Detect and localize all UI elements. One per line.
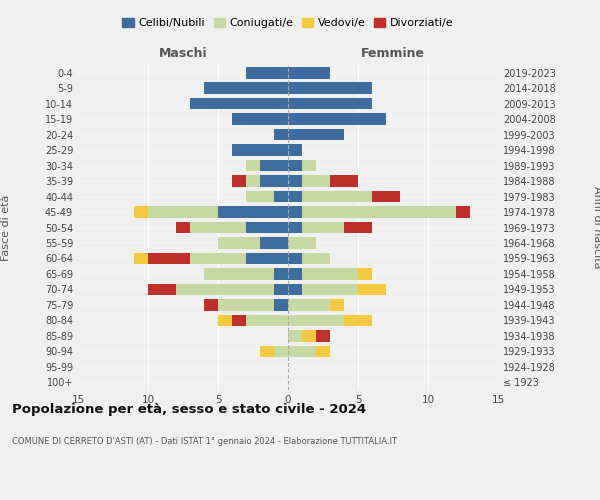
Bar <box>330 176 358 187</box>
Bar <box>302 176 330 187</box>
Bar <box>358 284 386 295</box>
Bar <box>302 330 316 342</box>
Bar <box>190 222 246 234</box>
Bar <box>288 206 302 218</box>
Bar <box>302 284 358 295</box>
Bar <box>232 144 288 156</box>
Bar <box>232 176 246 187</box>
Bar <box>148 252 190 264</box>
Bar <box>190 98 288 110</box>
Bar <box>288 190 302 202</box>
Bar <box>288 222 302 234</box>
Bar <box>246 314 288 326</box>
Bar <box>302 252 330 264</box>
Bar <box>176 222 190 234</box>
Bar <box>260 346 274 357</box>
Bar <box>288 114 386 125</box>
Bar <box>274 284 288 295</box>
Text: Anni di nascita: Anni di nascita <box>592 186 600 269</box>
Bar <box>204 299 218 310</box>
Text: Fasce di età: Fasce di età <box>1 194 11 260</box>
Bar <box>218 206 288 218</box>
Legend: Celibi/Nubili, Coniugati/e, Vedovi/e, Divorziati/e: Celibi/Nubili, Coniugati/e, Vedovi/e, Di… <box>118 13 458 32</box>
Bar <box>344 222 372 234</box>
Bar <box>316 330 330 342</box>
Bar <box>190 252 246 264</box>
Bar <box>288 67 330 78</box>
Text: Maschi: Maschi <box>158 47 208 60</box>
Bar <box>288 330 302 342</box>
Bar <box>288 160 302 172</box>
Bar <box>274 346 288 357</box>
Bar <box>274 268 288 280</box>
Bar <box>344 314 372 326</box>
Bar <box>288 176 302 187</box>
Bar <box>330 299 344 310</box>
Bar <box>456 206 470 218</box>
Bar <box>260 160 288 172</box>
Bar <box>316 346 330 357</box>
Text: Femmine: Femmine <box>361 47 425 60</box>
Bar <box>260 237 288 249</box>
Bar <box>246 190 274 202</box>
Bar <box>288 237 316 249</box>
Bar <box>246 176 260 187</box>
Bar <box>176 284 274 295</box>
Bar <box>148 206 218 218</box>
Bar <box>288 346 316 357</box>
Bar <box>134 206 148 218</box>
Bar <box>302 268 358 280</box>
Bar <box>260 176 288 187</box>
Bar <box>372 190 400 202</box>
Bar <box>134 252 148 264</box>
Bar <box>218 299 274 310</box>
Bar <box>246 160 260 172</box>
Bar <box>218 314 232 326</box>
Bar <box>274 129 288 140</box>
Text: Popolazione per età, sesso e stato civile - 2024: Popolazione per età, sesso e stato civil… <box>12 402 366 415</box>
Bar <box>246 67 288 78</box>
Bar <box>232 314 246 326</box>
Bar <box>288 284 302 295</box>
Bar <box>218 237 260 249</box>
Bar <box>288 98 372 110</box>
Bar <box>246 252 288 264</box>
Bar <box>204 268 274 280</box>
Bar <box>302 206 456 218</box>
Bar <box>288 144 302 156</box>
Bar <box>288 82 372 94</box>
Bar <box>246 222 288 234</box>
Bar <box>288 268 302 280</box>
Bar <box>288 252 302 264</box>
Bar <box>302 160 316 172</box>
Bar <box>358 268 372 280</box>
Bar <box>148 284 176 295</box>
Bar <box>302 222 344 234</box>
Bar <box>288 314 344 326</box>
Bar <box>274 299 288 310</box>
Bar <box>302 190 372 202</box>
Text: COMUNE DI CERRETO D'ASTI (AT) - Dati ISTAT 1° gennaio 2024 - Elaborazione TUTTIT: COMUNE DI CERRETO D'ASTI (AT) - Dati IST… <box>12 438 397 446</box>
Bar <box>204 82 288 94</box>
Bar <box>232 114 288 125</box>
Bar <box>288 299 330 310</box>
Bar <box>288 129 344 140</box>
Bar <box>274 190 288 202</box>
